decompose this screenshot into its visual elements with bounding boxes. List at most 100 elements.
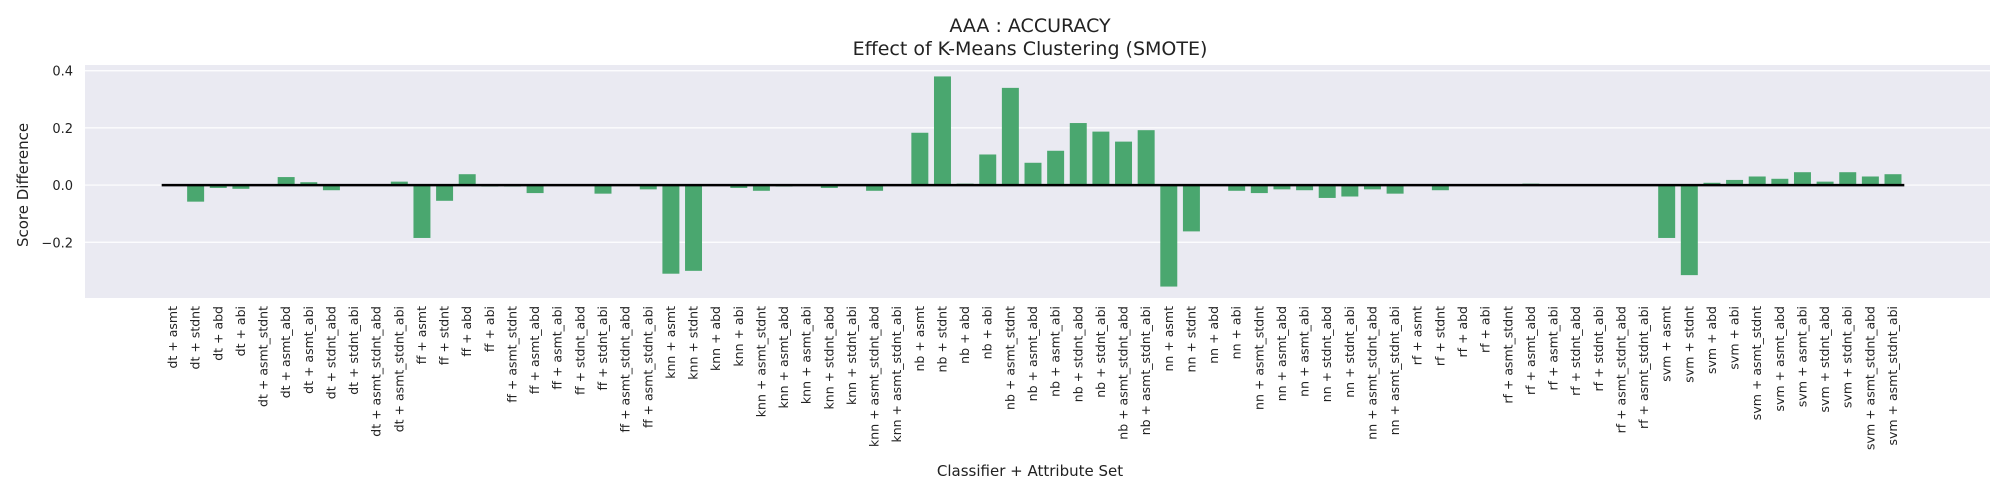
x-tick-label: nb + stdnt_abi <box>1093 306 1108 398</box>
bar <box>187 185 205 202</box>
x-tick-label: nb + asmt_abi <box>1048 306 1063 397</box>
x-tick-label: knn + asmt_stdnt_abi <box>889 306 904 443</box>
x-tick-label: dt + abi <box>233 306 248 356</box>
bar <box>1001 87 1019 186</box>
bar <box>1839 172 1857 186</box>
x-tick-label: nn + asmt_stdnt_abi <box>1387 306 1402 435</box>
x-tick-label: nb + asmt_stdnt_abd <box>1116 306 1131 440</box>
bar <box>979 154 997 186</box>
x-tick-label: ff + asmt_abi <box>550 306 565 390</box>
x-tick-label: svm + stdnt_abi <box>1840 306 1855 408</box>
x-axis-label: Classifier + Attribute Set <box>937 462 1123 480</box>
y-axis-label: Score Difference <box>14 123 32 247</box>
x-tick-label: svm + asmt_stdnt_abi <box>1885 306 1900 446</box>
bar <box>662 185 680 274</box>
bar <box>685 185 703 271</box>
bar <box>820 185 838 188</box>
bar <box>413 185 431 238</box>
x-tick-label: rf + asmt <box>1410 306 1425 365</box>
y-tick-label: −0.2 <box>41 236 73 251</box>
x-tick-label: nb + asmt_stdnt_abi <box>1138 306 1153 435</box>
bar <box>933 76 951 186</box>
bar <box>1771 178 1789 186</box>
x-tick-label: dt + abd <box>210 306 225 361</box>
bar <box>639 185 657 190</box>
bar <box>390 181 408 186</box>
bar <box>1092 131 1110 186</box>
bar <box>1115 141 1133 186</box>
x-tick-label: svm + stdnt_abd <box>1817 306 1832 412</box>
bar <box>1069 123 1087 186</box>
x-tick-label: knn + asmt_abd <box>776 306 791 409</box>
x-tick-label: svm + asmt_abd <box>1772 306 1787 412</box>
x-tick-label: dt + stdnt_abi <box>346 306 361 395</box>
bar <box>277 177 295 186</box>
x-tick-label: ff + stdnt_abi <box>595 306 610 391</box>
bar <box>1861 176 1879 186</box>
x-tick-label: svm + asmt_stdnt_abd <box>1862 306 1877 450</box>
bar <box>1363 185 1381 190</box>
x-tick-label: dt + asmt_abi <box>301 306 316 394</box>
bar <box>730 185 748 188</box>
chart-subtitle: Effect of K-Means Clustering (SMOTE) <box>853 38 1208 60</box>
x-tick-label: nn + asmt_abi <box>1297 306 1312 397</box>
x-tick-label: nn + abi <box>1229 306 1244 359</box>
bar <box>300 182 318 186</box>
bar <box>1250 185 1268 194</box>
bar <box>232 185 250 189</box>
x-tick-label: knn + stdnt <box>686 306 701 380</box>
x-tick-label: rf + abd <box>1455 306 1470 358</box>
x-tick-label: nn + asmt_abd <box>1274 306 1289 401</box>
bar <box>1047 150 1065 186</box>
bar <box>752 185 770 191</box>
x-tick-label: dt + asmt_abd <box>278 306 293 398</box>
bar <box>1341 185 1359 197</box>
bar <box>436 185 454 201</box>
x-tick-label: ff + abd <box>459 306 474 357</box>
bar <box>911 132 929 186</box>
x-tick-label: nb + stdnt_abd <box>1070 306 1085 402</box>
x-tick-label: rf + abi <box>1478 306 1493 353</box>
x-tick-label: nb + asmt_abd <box>1025 306 1040 401</box>
y-tick-label: 0.4 <box>52 65 73 80</box>
bar <box>1726 179 1744 186</box>
x-tick-label: dt + stdnt <box>188 306 203 370</box>
x-tick-label: knn + asmt_stdnt_abd <box>867 306 882 447</box>
x-tick-label: rf + asmt_stdnt_abi <box>1636 306 1651 429</box>
x-tick-label: nb + asmt <box>912 306 927 372</box>
x-tick-label: knn + asmt_abi <box>799 306 814 404</box>
y-tick-label: 0.2 <box>52 122 73 137</box>
x-tick-label: rf + asmt_stdnt <box>1500 306 1515 404</box>
bar <box>1816 181 1834 186</box>
y-tick-label: 0.0 <box>52 179 73 194</box>
bar <box>594 185 612 194</box>
x-tick-label: svm + abd <box>1704 306 1719 374</box>
x-tick-label: rf + stdnt <box>1432 306 1447 366</box>
bar <box>1386 185 1404 194</box>
x-tick-label: rf + asmt_abd <box>1523 306 1538 395</box>
x-tick-label: rf + stdnt_abi <box>1591 306 1606 391</box>
x-tick-label: ff + abi <box>482 306 497 352</box>
x-tick-label: knn + stdnt_abd <box>821 306 836 409</box>
x-tick-label: svm + stdnt <box>1681 306 1696 383</box>
bar <box>1182 185 1200 232</box>
bar <box>322 185 340 191</box>
y-axis-ticks: −0.2 0.0 0.2 0.4 <box>41 65 73 252</box>
x-axis-ticks: dt + asmt dt + stdnt dt + abd dt + abi dt + … <box>165 306 1900 450</box>
x-tick-label: nb + abd <box>957 306 972 364</box>
bar <box>866 185 884 191</box>
x-tick-label: ff + asmt_stdnt_abd <box>618 306 633 432</box>
x-tick-label: nn + stdnt_abi <box>1342 306 1357 398</box>
x-tick-label: rf + asmt_stdnt_abd <box>1613 306 1628 433</box>
bar <box>1748 176 1766 186</box>
x-tick-label: dt + asmt_stdnt_abd <box>369 306 384 437</box>
bar <box>1228 185 1246 191</box>
x-tick-label: nb + asmt_stdnt <box>1002 306 1017 410</box>
bar <box>1273 185 1291 190</box>
x-tick-label: dt + asmt <box>165 306 180 369</box>
bar <box>1793 172 1811 186</box>
bar <box>1680 185 1698 276</box>
bar <box>1024 162 1042 186</box>
x-tick-label: ff + asmt_stdnt_abi <box>640 306 655 428</box>
